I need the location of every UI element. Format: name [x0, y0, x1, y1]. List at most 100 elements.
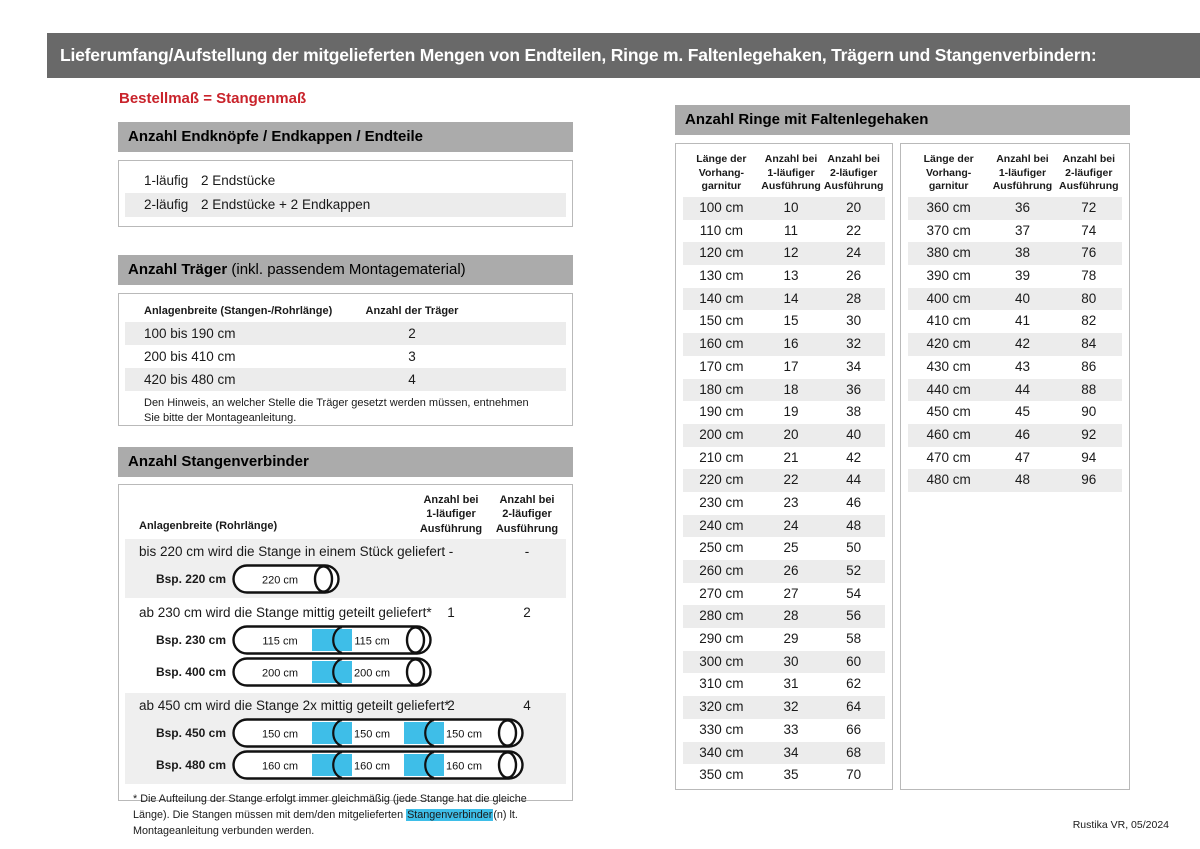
- rod-example-label: Bsp. 450 cm: [155, 726, 226, 740]
- table-row: 240 cm 24 48: [683, 514, 885, 538]
- rod-segment-label: 115 cm: [354, 636, 389, 648]
- garnitur-length: 300 cm: [699, 653, 744, 669]
- table-row: 350 cm 35 70: [683, 764, 885, 787]
- rings-2-laeufig: 92: [1081, 426, 1097, 442]
- rod-segment-label: 160 cm: [354, 761, 390, 773]
- rod-example-row: Bsp. 230 cm 115 cm 115 cm: [125, 625, 566, 655]
- table-row: 430 cm 43 86: [908, 356, 1122, 379]
- rod-example-label: Bsp. 220 cm: [155, 572, 226, 586]
- table-row: 2-läufig 2 Endstücke + 2 Endkappen: [125, 193, 566, 217]
- rings-2-laeufig: 80: [1081, 290, 1097, 306]
- rings-1-laeufig: 34: [783, 744, 799, 760]
- footnote-text-end: (n) lt. Montageanleitung verbunden werde…: [133, 809, 518, 838]
- column-header-1: Anzahl bei 1-läufiger Ausführung: [761, 153, 821, 193]
- section-header-ringe: Anzahl Ringe mit Faltenlegehaken: [675, 105, 1130, 135]
- traeger-note: Den Hinweis, an welcher Stelle die Träge…: [144, 397, 529, 424]
- rings-1-laeufig: 41: [1014, 313, 1030, 329]
- table-row: 1-läufig 2 Endstücke: [125, 169, 566, 193]
- rod-segment-label: 220 cm: [262, 575, 298, 587]
- rings-1-laeufig: 43: [1014, 358, 1030, 374]
- garnitur-length: 150 cm: [699, 313, 744, 329]
- rings-2-laeufig: 62: [846, 676, 862, 692]
- garnitur-length: 280 cm: [699, 608, 744, 624]
- garnitur-length: 110 cm: [699, 222, 744, 238]
- rod-example-row: Bsp. 400 cm 200 cm 200 cm: [125, 657, 566, 687]
- garnitur-length: 420 cm: [926, 336, 971, 352]
- rings-2-laeufig: 68: [846, 744, 862, 760]
- rod-example-label: Bsp. 230 cm: [155, 633, 226, 647]
- footnote-text: * Die Aufteilung der Stange erfolgt imme…: [133, 793, 527, 822]
- traeger-count: 4: [408, 372, 416, 387]
- table-row: 370 cm 37 74: [908, 220, 1122, 243]
- table-row: 170 cm 17 34: [683, 356, 885, 379]
- garnitur-length: 320 cm: [699, 699, 744, 715]
- table-row: 100 cm 10 20: [683, 197, 885, 220]
- section-title: Anzahl Ringe mit Faltenlegehaken: [685, 111, 929, 128]
- rings-2-laeufig: 44: [846, 472, 862, 488]
- traeger-count: 3: [408, 349, 416, 364]
- rod-connector: [312, 661, 352, 683]
- rod-segment-label: 200 cm: [354, 668, 390, 680]
- anlagenbreite-range: 200 bis 410 cm: [144, 349, 236, 364]
- rings-2-laeufig: 56: [846, 608, 862, 624]
- rings-1-laeufig: 31: [783, 676, 799, 692]
- table-row: 340 cm 34 68: [683, 741, 885, 765]
- table-row: 230 cm 23 46: [683, 492, 885, 515]
- block-description-row: ab 230 cm wird die Stange mittig geteilt…: [125, 603, 566, 623]
- count-2-laeufig: 4: [523, 698, 531, 713]
- table-row: 320 cm 32 64: [683, 696, 885, 719]
- count-2-laeufig: -: [524, 544, 530, 559]
- column-header-anlagenbreite: Anlagenbreite (Stangen-/Rohrlänge): [144, 305, 333, 317]
- table-row: 460 cm 46 92: [908, 423, 1122, 447]
- rings-1-laeufig: 36: [1014, 200, 1030, 215]
- rod-example-row: Bsp. 220 cm 220 cm: [125, 564, 566, 594]
- garnitur-length: 330 cm: [699, 721, 744, 737]
- section-title: Anzahl Stangenverbinder: [128, 453, 309, 470]
- table-row: 270 cm 27 54: [683, 583, 885, 606]
- rings-1-laeufig: 28: [783, 608, 799, 624]
- table-row: 480 cm 48 96: [908, 469, 1122, 492]
- garnitur-length: 470 cm: [926, 449, 971, 465]
- rod-segment-label: 160 cm: [446, 761, 482, 773]
- page-title-bar: Lieferumfang/Aufstellung der mitgeliefer…: [47, 33, 1200, 78]
- rod-diagram: 200 cm 200 cm: [232, 657, 432, 687]
- garnitur-length: 130 cm: [699, 268, 744, 284]
- rod-connector: [312, 629, 352, 651]
- table-row: 400 cm 40 80: [908, 287, 1122, 311]
- rings-1-laeufig: 35: [783, 767, 799, 783]
- rings-1-laeufig: 38: [1014, 245, 1030, 261]
- rod-diagram: 220 cm: [232, 564, 340, 594]
- order-measure-note: Bestellmaß = Stangenmaß: [119, 90, 307, 107]
- garnitur-length: 370 cm: [926, 222, 971, 238]
- garnitur-length: 200 cm: [699, 426, 744, 442]
- rings-1-laeufig: 44: [1014, 381, 1030, 397]
- column-header-anlagenbreite: Anlagenbreite (Rohrlänge): [139, 520, 278, 532]
- garnitur-length: 380 cm: [926, 245, 971, 261]
- table-row: 360 cm 36 72: [908, 197, 1122, 220]
- garnitur-length: 140 cm: [699, 290, 744, 306]
- count-1-laeufig: -: [448, 544, 454, 559]
- rings-1-laeufig: 22: [783, 472, 799, 488]
- rings-2-laeufig: 94: [1081, 449, 1097, 465]
- rings-2-laeufig: 78: [1081, 268, 1097, 284]
- rings-1-laeufig: 24: [783, 517, 799, 533]
- garnitur-length: 340 cm: [699, 744, 744, 760]
- rings-1-laeufig: 47: [1014, 449, 1030, 465]
- anlagenbreite-range: 100 bis 190 cm: [144, 326, 236, 341]
- rod-example-row: Bsp. 480 cm 160 cm 160 cm 160 cm: [125, 750, 566, 780]
- block-description-row: ab 450 cm wird die Stange 2x mittig gete…: [125, 696, 566, 716]
- traeger-table-header: Anlagenbreite (Stangen-/Rohrlänge) Anzah…: [125, 301, 566, 322]
- traeger-rows: 100 bis 190 cm 2 200 bis 410 cm 3 420 bis 48…: [119, 322, 572, 391]
- rings-1-laeufig: 18: [783, 381, 799, 397]
- rings-1-laeufig: 20: [783, 426, 799, 442]
- table-row: 280 cm 28 56: [683, 605, 885, 629]
- garnitur-length: 290 cm: [699, 631, 744, 647]
- rings-1-laeufig: 16: [783, 336, 799, 352]
- table-row: 300 cm 30 60: [683, 650, 885, 674]
- garnitur-length: 400 cm: [926, 290, 971, 306]
- table-row: 180 cm 18 36: [683, 378, 885, 402]
- rod-example-row: Bsp. 450 cm 150 cm 150 cm 150 cm: [125, 718, 566, 748]
- ringe-table-header: Länge der Vorhang- garnitur Anzahl bei 1-…: [683, 144, 885, 197]
- rings-1-laeufig: 15: [783, 313, 799, 329]
